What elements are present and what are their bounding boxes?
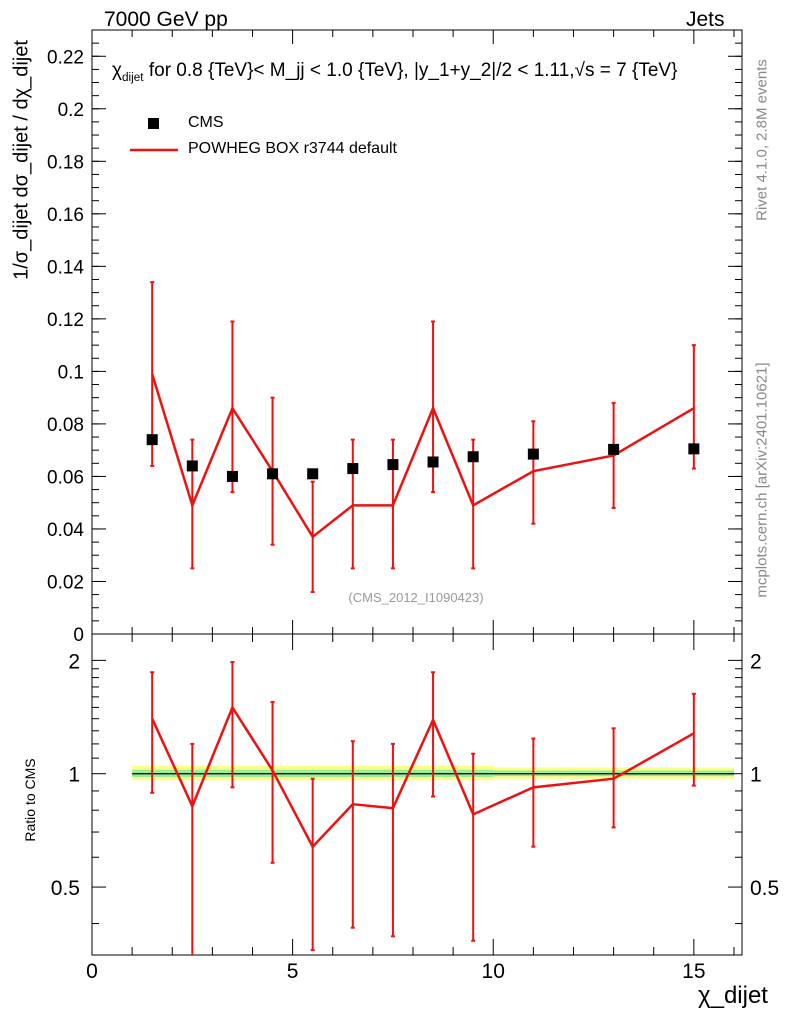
main-y-tick-label: 0.12: [47, 310, 84, 331]
main-y-tick-label: 0.08: [47, 415, 84, 436]
mcplots-label: mcplots.cern.ch [arXiv:2401.10621]: [753, 362, 771, 598]
energy-label: 7000 GeV pp: [104, 8, 228, 31]
cms-data-point: [347, 463, 359, 475]
ratio-series-group: [150, 661, 696, 955]
cms-data-point: [688, 443, 700, 455]
cms-data-point: [307, 468, 319, 480]
ratio-y-tick-label-right: 2: [750, 650, 762, 673]
cms-data-point: [186, 460, 198, 472]
cms-data-point: [267, 468, 279, 480]
main-y-tick-label: 0.2: [58, 100, 84, 121]
plot-title-text: for 0.8 {TeV}< M_jj < 1.0 {TeV}, |y_1+y_…: [148, 60, 678, 81]
main-y-tick-label: 0.16: [47, 205, 84, 226]
analysis-id-label: (CMS_2012_I1090423): [348, 590, 484, 605]
ratio-y-tick-label-right: 1: [750, 764, 762, 787]
main-panel: 0 0.02 0.04 0.06 0.08 0.1 0.12 0.14 0.16 0.18 0.2 0…: [47, 29, 743, 646]
legend-cms-marker: [148, 118, 159, 129]
main-y-tick-label: 0.14: [47, 257, 84, 278]
main-y-tick-label: 0.18: [47, 152, 84, 173]
x-axis-label: χ_dijet: [698, 982, 768, 1009]
cms-data-point: [427, 456, 439, 468]
plot-title-prefix: χ: [112, 60, 122, 81]
ratio-y-tick-label-right: 0.5: [750, 877, 779, 900]
ratio-frame: [91, 633, 743, 956]
main-y-tick-label: 0.06: [47, 467, 84, 488]
cms-data-point: [467, 451, 479, 463]
main-y-tick-label: 0.04: [47, 520, 84, 541]
plot-title-prefix-sub: dijet: [121, 70, 144, 84]
ratio-x-tick-label: 10: [482, 960, 505, 983]
main-y-tick-label: 0.22: [47, 47, 84, 68]
ratio-powheg-line: [151, 704, 695, 849]
ratio-y-tick-label: 1: [68, 764, 80, 787]
main-y-tick-label: 0.1: [58, 362, 84, 383]
main-y-tick-label: 0: [73, 625, 84, 646]
ratio-panel: 0.5 0.5 1 1 2 2 0 5 10 15: [51, 633, 779, 983]
powheg-line: [150, 373, 695, 539]
legend-cms-label: CMS: [188, 114, 224, 131]
cms-data-point: [226, 470, 238, 482]
y-axis-label-ratio: Ratio to CMS: [22, 758, 38, 842]
cms-data-point: [527, 448, 539, 460]
process-label: Jets: [686, 8, 725, 31]
ratio-x-tick-label: 5: [287, 960, 299, 983]
cms-data-point: [387, 459, 399, 471]
main-y-tick-label: 0.02: [47, 572, 84, 593]
ratio-y-tick-label: 2: [68, 650, 80, 673]
cms-data-point: [608, 443, 620, 455]
ratio-x-tick-label: 0: [86, 960, 98, 983]
legend-powheg-label: POWHEG BOX r3744 default: [188, 140, 397, 157]
cms-data-point: [146, 434, 158, 446]
y-axis-label-main: 1/σ_dijet dσ_dijet / dχ_dijet: [10, 40, 33, 280]
rivet-version-label: Rivet 4.1.0, 2.8M events: [753, 59, 771, 221]
ratio-y-tick-label: 0.5: [51, 877, 80, 900]
ratio-x-tick-label: 15: [682, 960, 705, 983]
plot-title: χdijet for 0.8 {TeV}< M_jj < 1.0 {TeV}, …: [112, 60, 677, 84]
